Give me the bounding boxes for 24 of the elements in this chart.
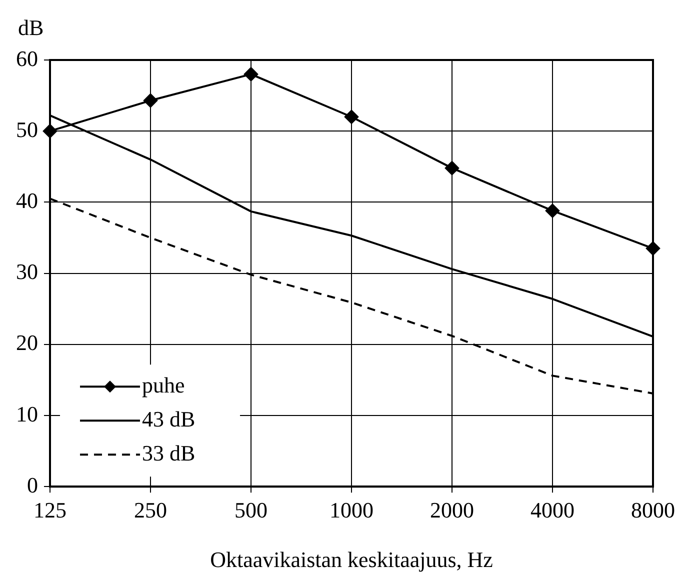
x-tick-label: 500 (234, 498, 268, 523)
legend-label: puhe (142, 372, 185, 398)
legend-label: 43 dB (142, 406, 196, 432)
x-tick-label: 1000 (330, 498, 374, 523)
x-tick-label: 250 (134, 498, 167, 523)
y-tick-label: 40 (16, 188, 38, 213)
x-tick-label: 8000 (631, 498, 675, 523)
y-axis-title: dB (18, 14, 44, 40)
y-tick-label: 20 (16, 330, 38, 356)
legend-label: 33 dB (142, 440, 196, 466)
x-tick-label: 2000 (430, 498, 474, 523)
x-axis-title: Oktaavikaistan keskitaajuus, Hz (210, 546, 494, 572)
x-tick-label: 4000 (530, 498, 574, 523)
y-tick-label: 10 (16, 401, 38, 426)
x-tick-label: 125 (34, 498, 66, 523)
point (244, 67, 258, 82)
point (344, 110, 358, 124)
y-tick-label: 60 (16, 46, 38, 71)
y-tick-label: 0 (27, 472, 38, 498)
y-tick-label: 50 (16, 116, 38, 142)
point (445, 161, 459, 176)
point (144, 94, 158, 108)
point (546, 204, 560, 218)
y-tick-label: 30 (16, 259, 38, 284)
